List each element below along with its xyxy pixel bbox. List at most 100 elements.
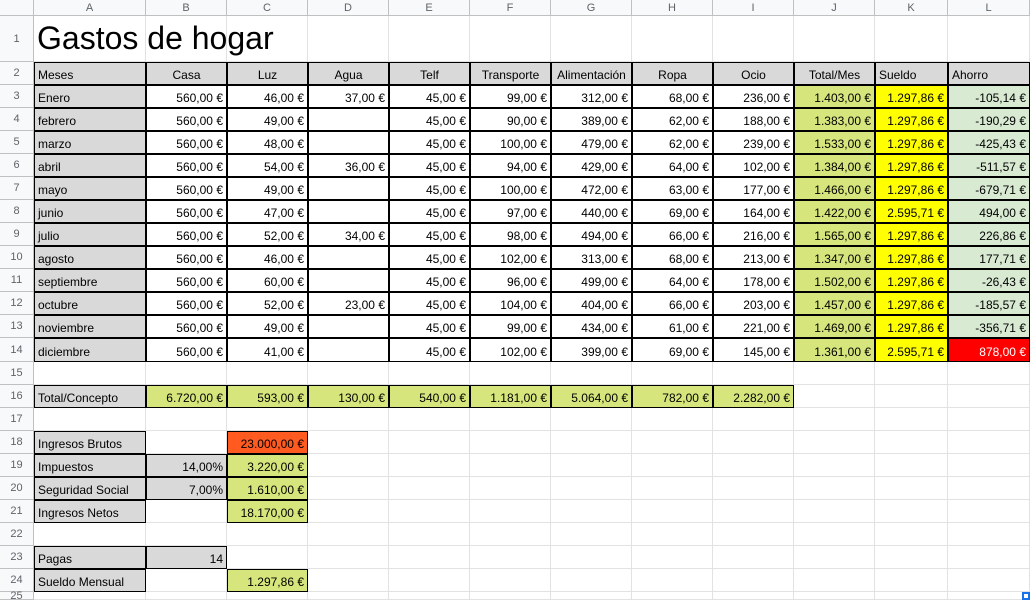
cell[interactable] — [713, 477, 794, 500]
table-cell[interactable]: 49,00 € — [227, 177, 308, 200]
table-cell[interactable] — [308, 315, 389, 338]
cell[interactable] — [632, 16, 713, 62]
row-header-10[interactable]: 10 — [0, 246, 34, 269]
cell[interactable] — [713, 408, 794, 431]
row-header-12[interactable]: 12 — [0, 292, 34, 315]
cell[interactable] — [308, 431, 389, 454]
table-cell[interactable]: 45,00 € — [389, 154, 470, 177]
table-cell[interactable] — [308, 131, 389, 154]
ingresos-netos-value[interactable]: 18.170,00 € — [227, 500, 308, 523]
table-cell[interactable]: 440,00 € — [551, 200, 632, 223]
table-cell[interactable] — [308, 338, 389, 362]
cell[interactable] — [948, 569, 1030, 592]
cell[interactable] — [794, 385, 875, 408]
cell[interactable] — [713, 16, 794, 62]
table-cell[interactable]: 102,00 € — [713, 154, 794, 177]
cell[interactable] — [713, 500, 794, 523]
cell[interactable] — [146, 500, 227, 523]
total-cell[interactable]: 540,00 € — [389, 385, 470, 408]
table-cell[interactable]: 1.403,00 € — [794, 85, 875, 108]
table-cell[interactable]: 560,00 € — [146, 154, 227, 177]
cell[interactable] — [308, 500, 389, 523]
pagas-value[interactable]: 14 — [146, 546, 227, 569]
month-label[interactable]: diciembre — [34, 338, 146, 362]
table-cell[interactable]: 1.297,86 € — [875, 108, 948, 131]
table-cell[interactable]: 66,00 € — [632, 292, 713, 315]
cell[interactable] — [948, 385, 1030, 408]
table-cell[interactable]: 560,00 € — [146, 131, 227, 154]
cell[interactable] — [875, 16, 948, 62]
cell[interactable] — [34, 408, 146, 431]
column-header-D[interactable]: D — [308, 0, 389, 16]
table-cell[interactable]: 62,00 € — [632, 108, 713, 131]
month-label[interactable]: mayo — [34, 177, 146, 200]
header-cell-10[interactable]: Sueldo — [875, 62, 948, 85]
table-cell[interactable]: 2.595,71 € — [875, 200, 948, 223]
cell[interactable] — [875, 431, 948, 454]
cell[interactable] — [632, 523, 713, 546]
row-header-11[interactable]: 11 — [0, 269, 34, 292]
sueldo-mensual-value[interactable]: 1.297,86 € — [227, 569, 308, 592]
cell[interactable] — [713, 454, 794, 477]
impuestos-value[interactable]: 3.220,00 € — [227, 454, 308, 477]
cell[interactable] — [875, 408, 948, 431]
cell[interactable] — [713, 431, 794, 454]
row-header-23[interactable]: 23 — [0, 546, 34, 569]
cell[interactable] — [875, 362, 948, 385]
table-cell[interactable]: -26,43 € — [948, 269, 1030, 292]
total-cell[interactable]: 5.064,00 € — [551, 385, 632, 408]
table-cell[interactable]: 560,00 € — [146, 246, 227, 269]
impuestos-pct[interactable]: 14,00% — [146, 454, 227, 477]
cell[interactable] — [389, 477, 470, 500]
month-label[interactable]: septiembre — [34, 269, 146, 292]
table-cell[interactable]: -679,71 € — [948, 177, 1030, 200]
table-cell[interactable]: -185,57 € — [948, 292, 1030, 315]
table-cell[interactable] — [308, 200, 389, 223]
table-cell[interactable]: 560,00 € — [146, 223, 227, 246]
cell[interactable] — [632, 477, 713, 500]
table-cell[interactable]: 37,00 € — [308, 85, 389, 108]
table-cell[interactable]: 434,00 € — [551, 315, 632, 338]
table-cell[interactable]: 46,00 € — [227, 246, 308, 269]
table-cell[interactable]: 49,00 € — [227, 315, 308, 338]
cell[interactable] — [551, 569, 632, 592]
table-cell[interactable]: 46,00 € — [227, 85, 308, 108]
table-cell[interactable]: 494,00 € — [551, 223, 632, 246]
table-cell[interactable]: 1.297,86 € — [875, 315, 948, 338]
table-cell[interactable]: 60,00 € — [227, 269, 308, 292]
table-cell[interactable]: 188,00 € — [713, 108, 794, 131]
cell[interactable] — [470, 592, 551, 600]
cell[interactable] — [551, 546, 632, 569]
month-label[interactable]: junio — [34, 200, 146, 223]
selection-handle[interactable] — [1022, 592, 1030, 600]
cell[interactable] — [470, 362, 551, 385]
total-cell[interactable]: 1.181,00 € — [470, 385, 551, 408]
cell[interactable] — [146, 592, 227, 600]
table-cell[interactable]: 64,00 € — [632, 154, 713, 177]
table-cell[interactable]: 99,00 € — [470, 85, 551, 108]
cell[interactable] — [713, 592, 794, 600]
header-cell-3[interactable]: Agua — [308, 62, 389, 85]
table-cell[interactable]: 66,00 € — [632, 223, 713, 246]
cell[interactable] — [948, 523, 1030, 546]
cell[interactable] — [794, 569, 875, 592]
total-cell[interactable]: 130,00 € — [308, 385, 389, 408]
month-label[interactable]: octubre — [34, 292, 146, 315]
table-cell[interactable]: 45,00 € — [389, 200, 470, 223]
column-header-E[interactable]: E — [389, 0, 470, 16]
column-header-L[interactable]: L — [948, 0, 1030, 16]
column-header-G[interactable]: G — [551, 0, 632, 16]
table-cell[interactable]: 100,00 € — [470, 131, 551, 154]
header-cell-1[interactable]: Casa — [146, 62, 227, 85]
table-cell[interactable]: 47,00 € — [227, 200, 308, 223]
cell[interactable] — [551, 500, 632, 523]
table-cell[interactable]: 100,00 € — [470, 177, 551, 200]
table-cell[interactable]: 226,86 € — [948, 223, 1030, 246]
cell[interactable] — [875, 477, 948, 500]
cell[interactable] — [389, 523, 470, 546]
table-cell[interactable]: 560,00 € — [146, 108, 227, 131]
table-cell[interactable]: 499,00 € — [551, 269, 632, 292]
cell[interactable] — [551, 454, 632, 477]
header-cell-11[interactable]: Ahorro — [948, 62, 1030, 85]
